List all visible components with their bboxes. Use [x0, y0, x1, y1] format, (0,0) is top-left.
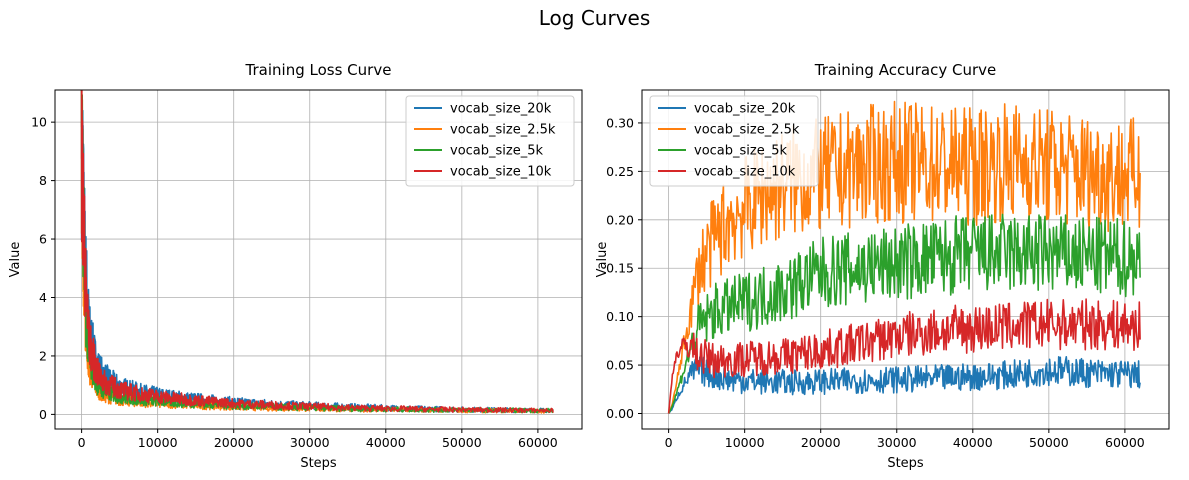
y-tick-label: 0.25: [606, 164, 634, 179]
y-tick-label: 0.00: [606, 406, 634, 421]
x-tick-label: 40000: [366, 435, 406, 450]
y-tick-label: 0.10: [606, 309, 634, 324]
legend-label: vocab_size_2.5k: [694, 123, 800, 138]
y-tick-label: 4: [39, 290, 47, 305]
plot-frame: [641, 89, 1170, 430]
x-tick-label: 20000: [214, 435, 254, 450]
series-group: [80, 90, 554, 414]
y-tick-label: 10: [31, 115, 47, 130]
x-tick-label: 0: [78, 435, 86, 450]
chart-panel-2: Training Accuracy Curve 0 10000 20000 30000 4…: [595, 61, 1170, 471]
legend: vocab_size_20k vocab_size_2.5k vocab_size_…: [649, 95, 819, 187]
chart-title: Training Loss Curve: [245, 61, 392, 79]
legend-box: [649, 95, 819, 187]
chart-title: Training Accuracy Curve: [814, 61, 996, 79]
legend-label: vocab_size_2.5k: [450, 123, 556, 138]
series-line-vocab-size-20k: [668, 355, 1141, 415]
series-line-vocab-size-2-5k: [667, 100, 1141, 414]
x-axis-label: Steps: [887, 456, 924, 471]
chart-panel-1: Training Loss Curve 0 10000 20000 30000 40000…: [8, 61, 583, 471]
y-tick-label: 6: [39, 232, 47, 247]
x-tick-label: 30000: [290, 435, 330, 450]
legend-label: vocab_size_20k: [450, 102, 552, 117]
figure-title: Log Curves: [538, 6, 651, 30]
y-tick-label: 0.15: [606, 261, 634, 276]
x-tick-label: 0: [665, 435, 673, 450]
plot-frame: [54, 89, 583, 430]
x-axis-label: Steps: [300, 456, 337, 471]
x-tick-label: 10000: [138, 435, 178, 450]
legend: vocab_size_20k vocab_size_2.5k vocab_size_…: [405, 95, 575, 187]
x-tick-label: 20000: [801, 435, 841, 450]
legend-label: vocab_size_10k: [450, 165, 552, 180]
series-line-vocab-size-10k: [667, 298, 1141, 414]
series-line-vocab-size-10k: [80, 90, 554, 414]
x-tick-label: 60000: [1105, 435, 1145, 450]
x-tick-label: 50000: [442, 435, 482, 450]
x-tick-label: 30000: [877, 435, 917, 450]
x-tick-label: 10000: [725, 435, 765, 450]
y-tick-label: 0.05: [606, 358, 634, 373]
legend-box: [405, 95, 575, 187]
legend-label: vocab_size_5k: [450, 144, 543, 159]
series-line-vocab-size-5k: [667, 213, 1141, 414]
legend-label: vocab_size_10k: [694, 165, 796, 180]
y-tick-label: 2: [39, 348, 47, 363]
y-tick-label: 8: [39, 173, 47, 188]
y-axis-label: Value: [8, 242, 23, 278]
legend-label: vocab_size_20k: [694, 102, 796, 117]
x-tick-label: 60000: [518, 435, 558, 450]
series-group: [667, 100, 1141, 415]
y-tick-label: 0: [39, 407, 47, 422]
x-tick-label: 40000: [953, 435, 993, 450]
y-axis-label: Value: [595, 242, 610, 278]
y-tick-label: 0.20: [606, 212, 634, 227]
y-tick-label: 0.30: [606, 115, 634, 130]
legend-label: vocab_size_5k: [694, 144, 787, 159]
x-tick-label: 50000: [1029, 435, 1069, 450]
